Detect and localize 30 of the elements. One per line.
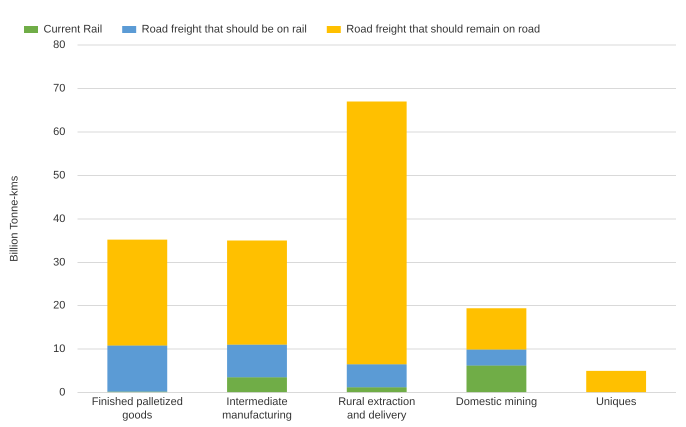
y-tick-label: 70: [53, 82, 66, 94]
x-tick-label: Intermediate manufacturing: [222, 396, 292, 422]
x-tick-label: Uniques: [596, 396, 637, 408]
x-tick-label: Domestic mining: [456, 396, 538, 408]
y-tick-label: 60: [53, 126, 66, 138]
bar: [466, 366, 526, 392]
y-tick-label: 10: [53, 343, 66, 356]
y-tick-label: 20: [53, 300, 66, 312]
legend-label: Road freight that should be on rail: [142, 24, 307, 36]
y-tick-label: 50: [53, 169, 66, 182]
y-axis-title: Billion Tonne-kms: [8, 175, 21, 262]
bar: [227, 240, 287, 345]
bar: [346, 387, 407, 392]
bar: [107, 240, 168, 346]
y-tick-label: 0: [59, 386, 66, 399]
bar: [346, 101, 407, 364]
bar: [107, 346, 168, 392]
bar: [466, 350, 526, 366]
bar: [227, 377, 287, 392]
bar: [586, 370, 646, 392]
y-tick-label: 80: [53, 39, 66, 52]
x-tick-label: Finished palletized goods: [92, 396, 183, 422]
y-tick-label: 30: [53, 256, 66, 268]
bar: [227, 344, 287, 378]
legend-label: Road freight that should remain on road: [346, 24, 540, 36]
bar: [466, 308, 526, 350]
y-tick-label: 40: [53, 212, 66, 225]
legend-label: Current Rail: [44, 24, 102, 36]
bar: [346, 364, 407, 388]
x-tick-label: Rural extraction and delivery: [338, 396, 416, 422]
